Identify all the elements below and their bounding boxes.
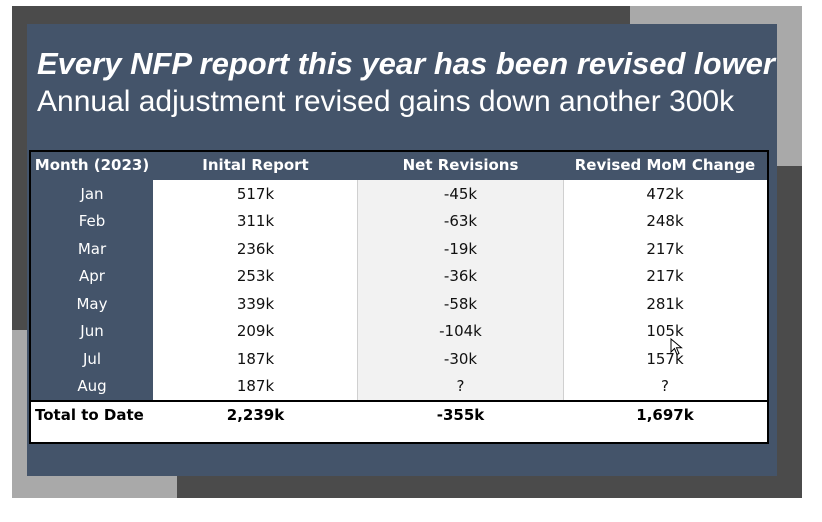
revised-change-cell: 217k — [563, 262, 767, 290]
total-initial-report: 2,239k — [226, 406, 285, 424]
table-row: May 339k -58k 281k — [31, 290, 767, 318]
header-revised-mom-change: Revised MoM Change — [574, 156, 756, 174]
presentation-slide: Every NFP report this year has been revi… — [27, 24, 777, 476]
total-net-revisions: -355k — [436, 406, 485, 424]
month-cell: Mar — [31, 235, 153, 263]
net-revision-cell: -36k — [358, 262, 563, 290]
month-cell: May — [31, 290, 153, 318]
initial-report-cell: 236k — [153, 235, 358, 263]
net-revision-cell: -63k — [358, 207, 563, 235]
net-revision-cell: -30k — [358, 345, 563, 373]
table-row: Apr 253k -36k 217k — [31, 262, 767, 290]
initial-report-cell: 311k — [153, 207, 358, 235]
revised-change-cell: 105k — [563, 317, 767, 345]
net-revision-cell: -19k — [358, 235, 563, 263]
nfp-revisions-table: Month (2023) Inital Report Net Revisions… — [29, 150, 769, 444]
total-label: Total to Date — [35, 406, 144, 424]
table-header-row: Month (2023) Inital Report Net Revisions… — [31, 152, 767, 182]
header-month: Month (2023) — [34, 156, 150, 174]
initial-report-cell: 187k — [153, 345, 358, 373]
column-divider — [563, 180, 564, 400]
initial-report-cell: 339k — [153, 290, 358, 318]
revised-change-cell: 281k — [563, 290, 767, 318]
initial-report-cell: 209k — [153, 317, 358, 345]
table-row: Feb 311k -63k 248k — [31, 207, 767, 235]
column-divider — [357, 180, 358, 400]
month-cell: Aug — [31, 372, 153, 400]
table-row: Mar 236k -19k 217k — [31, 235, 767, 263]
revised-change-cell: 472k — [563, 180, 767, 208]
revised-change-cell: 248k — [563, 207, 767, 235]
revised-change-cell: ? — [563, 372, 767, 400]
net-revision-cell: ? — [358, 372, 563, 400]
table-row: Jul 187k -30k 157k — [31, 345, 767, 373]
month-cell: Jul — [31, 345, 153, 373]
initial-report-cell: 517k — [153, 180, 358, 208]
table-row: Jun 209k -104k 105k — [31, 317, 767, 345]
month-cell: Jan — [31, 180, 153, 208]
table-row: Jan 517k -45k 472k — [31, 180, 767, 208]
net-revision-cell: -45k — [358, 180, 563, 208]
net-revision-cell: -58k — [358, 290, 563, 318]
header-net-revisions: Net Revisions — [402, 156, 519, 174]
net-revision-cell: -104k — [358, 317, 563, 345]
header-initial-report: Inital Report — [202, 156, 309, 174]
total-revised-change: 1,697k — [636, 406, 694, 424]
month-cell: Feb — [31, 207, 153, 235]
mouse-pointer-icon — [670, 338, 683, 356]
month-cell: Jun — [31, 317, 153, 345]
slide-title: Every NFP report this year has been revi… — [37, 46, 775, 81]
revised-change-cell: 157k — [563, 345, 767, 373]
slide-subtitle: Annual adjustment revised gains down ano… — [37, 85, 735, 118]
initial-report-cell: 187k — [153, 372, 358, 400]
table-row: Aug 187k ? ? — [31, 372, 767, 400]
month-cell: Apr — [31, 262, 153, 290]
initial-report-cell: 253k — [153, 262, 358, 290]
revised-change-cell: 217k — [563, 235, 767, 263]
table-total-row: Total to Date 2,239k -355k 1,697k — [31, 400, 767, 430]
